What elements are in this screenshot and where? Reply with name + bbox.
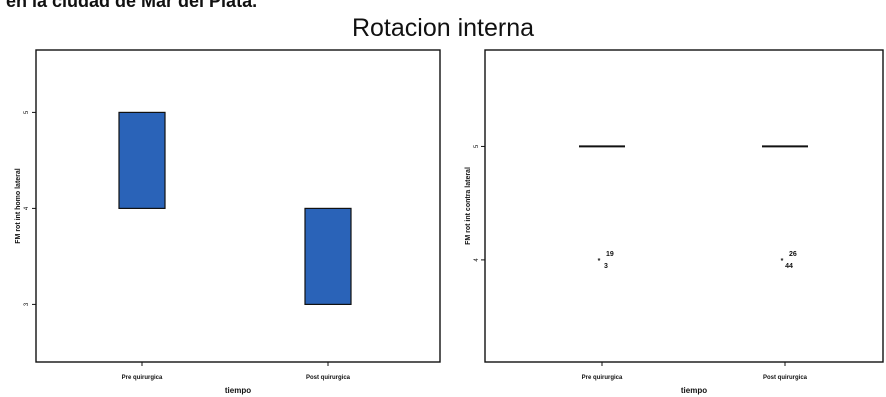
y-axis-title: FM rot int contra lateral [465, 167, 472, 245]
plot-frame [35, 49, 441, 363]
x-tick-label: Pre quirurgica [582, 375, 623, 381]
outlier-label: 26 [789, 251, 797, 258]
y-axis-title: FM rot int homo lateral [15, 168, 22, 244]
header-text-fragment: en la ciudad de Mar del Plata. [6, 0, 258, 11]
chart-homo-lateral: FM rot int homo lateral tiempo 3 4 5 Pre qu… [15, 49, 441, 395]
outlier-marker: * [781, 258, 784, 265]
y-tick-label: 3 [24, 302, 30, 306]
y-tick-label: 5 [24, 110, 30, 114]
plot-frame [484, 49, 884, 363]
outlier-label: 19 [606, 251, 614, 258]
x-tick-label: Pre quirurgica [122, 375, 163, 381]
chart-contra-lateral: FM rot int contra lateral tiempo 4 5 Pre q… [465, 49, 884, 395]
y-tick-label: 5 [474, 144, 480, 148]
outlier-label: 44 [785, 263, 793, 270]
x-axis-title: tiempo [225, 386, 251, 395]
outlier-marker: * [598, 258, 601, 265]
figure-title: Rotacion interna [351, 14, 535, 42]
x-tick-label: Post quirurgica [306, 375, 351, 381]
outlier-label: 3 [604, 263, 608, 270]
box-pre-quirurgica [118, 111, 166, 210]
x-tick-label: Post quirurgica [763, 375, 808, 381]
x-axis-title: tiempo [681, 386, 707, 395]
y-tick-label: 4 [474, 258, 480, 262]
box-post-quirurgica [304, 207, 352, 305]
y-tick-label: 4 [24, 206, 30, 210]
